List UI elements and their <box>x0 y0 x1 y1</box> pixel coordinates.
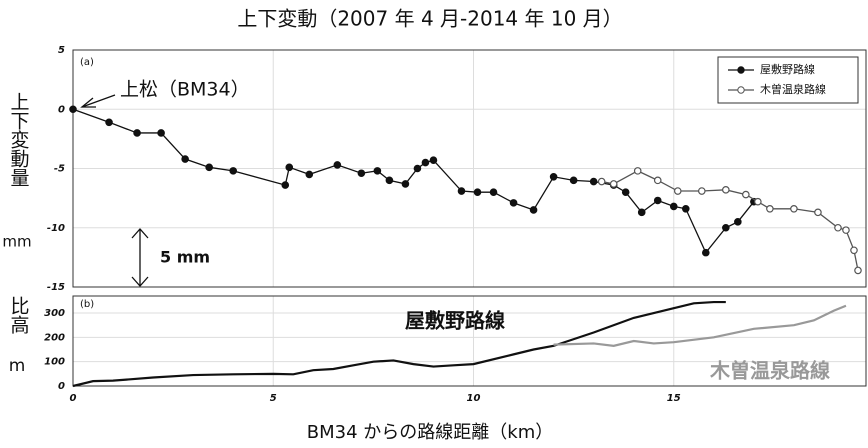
data-point <box>549 172 558 181</box>
data-point <box>621 188 630 197</box>
data-point <box>597 177 606 186</box>
data-point <box>854 266 862 275</box>
data-point <box>205 163 213 172</box>
data-point <box>722 223 730 232</box>
legend-marker <box>737 86 745 94</box>
x-tick-label: 5 <box>270 393 277 404</box>
data-point <box>834 223 842 232</box>
data-point <box>357 169 366 178</box>
y-tick-label: 0 <box>58 381 65 392</box>
data-point <box>790 204 798 213</box>
x-tick-label: 0 <box>70 393 77 404</box>
data-point <box>181 155 189 163</box>
data-point <box>473 188 482 197</box>
x-tick-label: 15 <box>667 393 681 404</box>
legend-label: 木曽温泉路線 <box>760 82 826 96</box>
data-point <box>157 129 165 137</box>
data-point <box>385 176 394 185</box>
y-tick-label: -10 <box>47 223 65 234</box>
data-point <box>529 206 538 214</box>
annotation: 5 mm <box>160 248 210 267</box>
y-axis-label: 比高 <box>8 296 30 334</box>
data-point <box>69 105 77 114</box>
y-axis-unit: m <box>9 356 26 376</box>
data-point <box>850 246 858 255</box>
data-point <box>133 129 141 137</box>
data-point <box>701 248 710 257</box>
data-point <box>589 177 598 186</box>
data-point <box>333 161 342 169</box>
data-point <box>633 167 642 175</box>
data-point <box>637 208 646 217</box>
x-tick-label: 10 <box>467 393 481 404</box>
data-point <box>229 167 238 175</box>
series-line <box>553 304 847 347</box>
data-point <box>489 188 498 197</box>
scale-arrow <box>131 228 149 287</box>
data-point <box>373 167 382 175</box>
data-point <box>734 218 742 226</box>
legend-box <box>717 56 859 104</box>
y-tick-label: 0 <box>58 104 65 115</box>
data-point <box>421 158 430 167</box>
data-point <box>105 118 113 127</box>
annotation-arrow <box>80 94 116 108</box>
plot-frame <box>72 49 867 288</box>
chart-title: 上下変動（2007 年 4 月-2014 年 10 月） <box>237 7 622 31</box>
data-point <box>609 180 618 188</box>
y-tick-label: 300 <box>44 308 65 319</box>
series-line <box>601 170 859 271</box>
y-axis-label: 上下変動量 <box>8 92 30 187</box>
y-tick-label: -15 <box>47 282 65 293</box>
data-point <box>285 163 294 172</box>
data-point <box>766 204 774 213</box>
panel-label: (b) <box>80 299 94 310</box>
data-point <box>814 208 822 217</box>
legend-label: 屋敷野路線 <box>760 62 815 76</box>
x-axis-label: BM34 からの路線距離（km） <box>307 422 553 443</box>
series-label: 屋敷野路線 <box>405 309 505 333</box>
data-point <box>401 180 410 188</box>
data-point <box>281 181 290 189</box>
data-point <box>673 187 682 195</box>
y-tick-label: 100 <box>44 357 65 368</box>
data-point <box>429 156 438 165</box>
panel-label: (a) <box>80 57 94 68</box>
y-axis-unit: mm <box>2 233 31 251</box>
data-point <box>569 176 578 185</box>
y-tick-label: -5 <box>54 164 65 175</box>
data-point <box>697 187 706 195</box>
data-point <box>509 199 518 207</box>
legend-marker <box>737 66 745 74</box>
data-point <box>842 226 850 234</box>
y-tick-label: 5 <box>58 45 65 56</box>
data-point <box>305 170 314 179</box>
data-point <box>413 164 422 173</box>
data-point <box>742 190 750 199</box>
data-point <box>653 176 662 185</box>
data-point <box>681 204 690 213</box>
data-point <box>653 196 662 205</box>
data-point <box>669 202 678 211</box>
plot-frame <box>72 295 867 387</box>
data-point <box>754 197 762 206</box>
data-point <box>457 187 466 195</box>
data-point <box>722 186 730 194</box>
series-label: 木曽温泉路線 <box>709 359 830 383</box>
series-line <box>72 300 726 388</box>
series-line <box>72 108 755 254</box>
y-tick-label: 200 <box>44 332 65 343</box>
annotation: 上松（BM34） <box>120 79 250 101</box>
